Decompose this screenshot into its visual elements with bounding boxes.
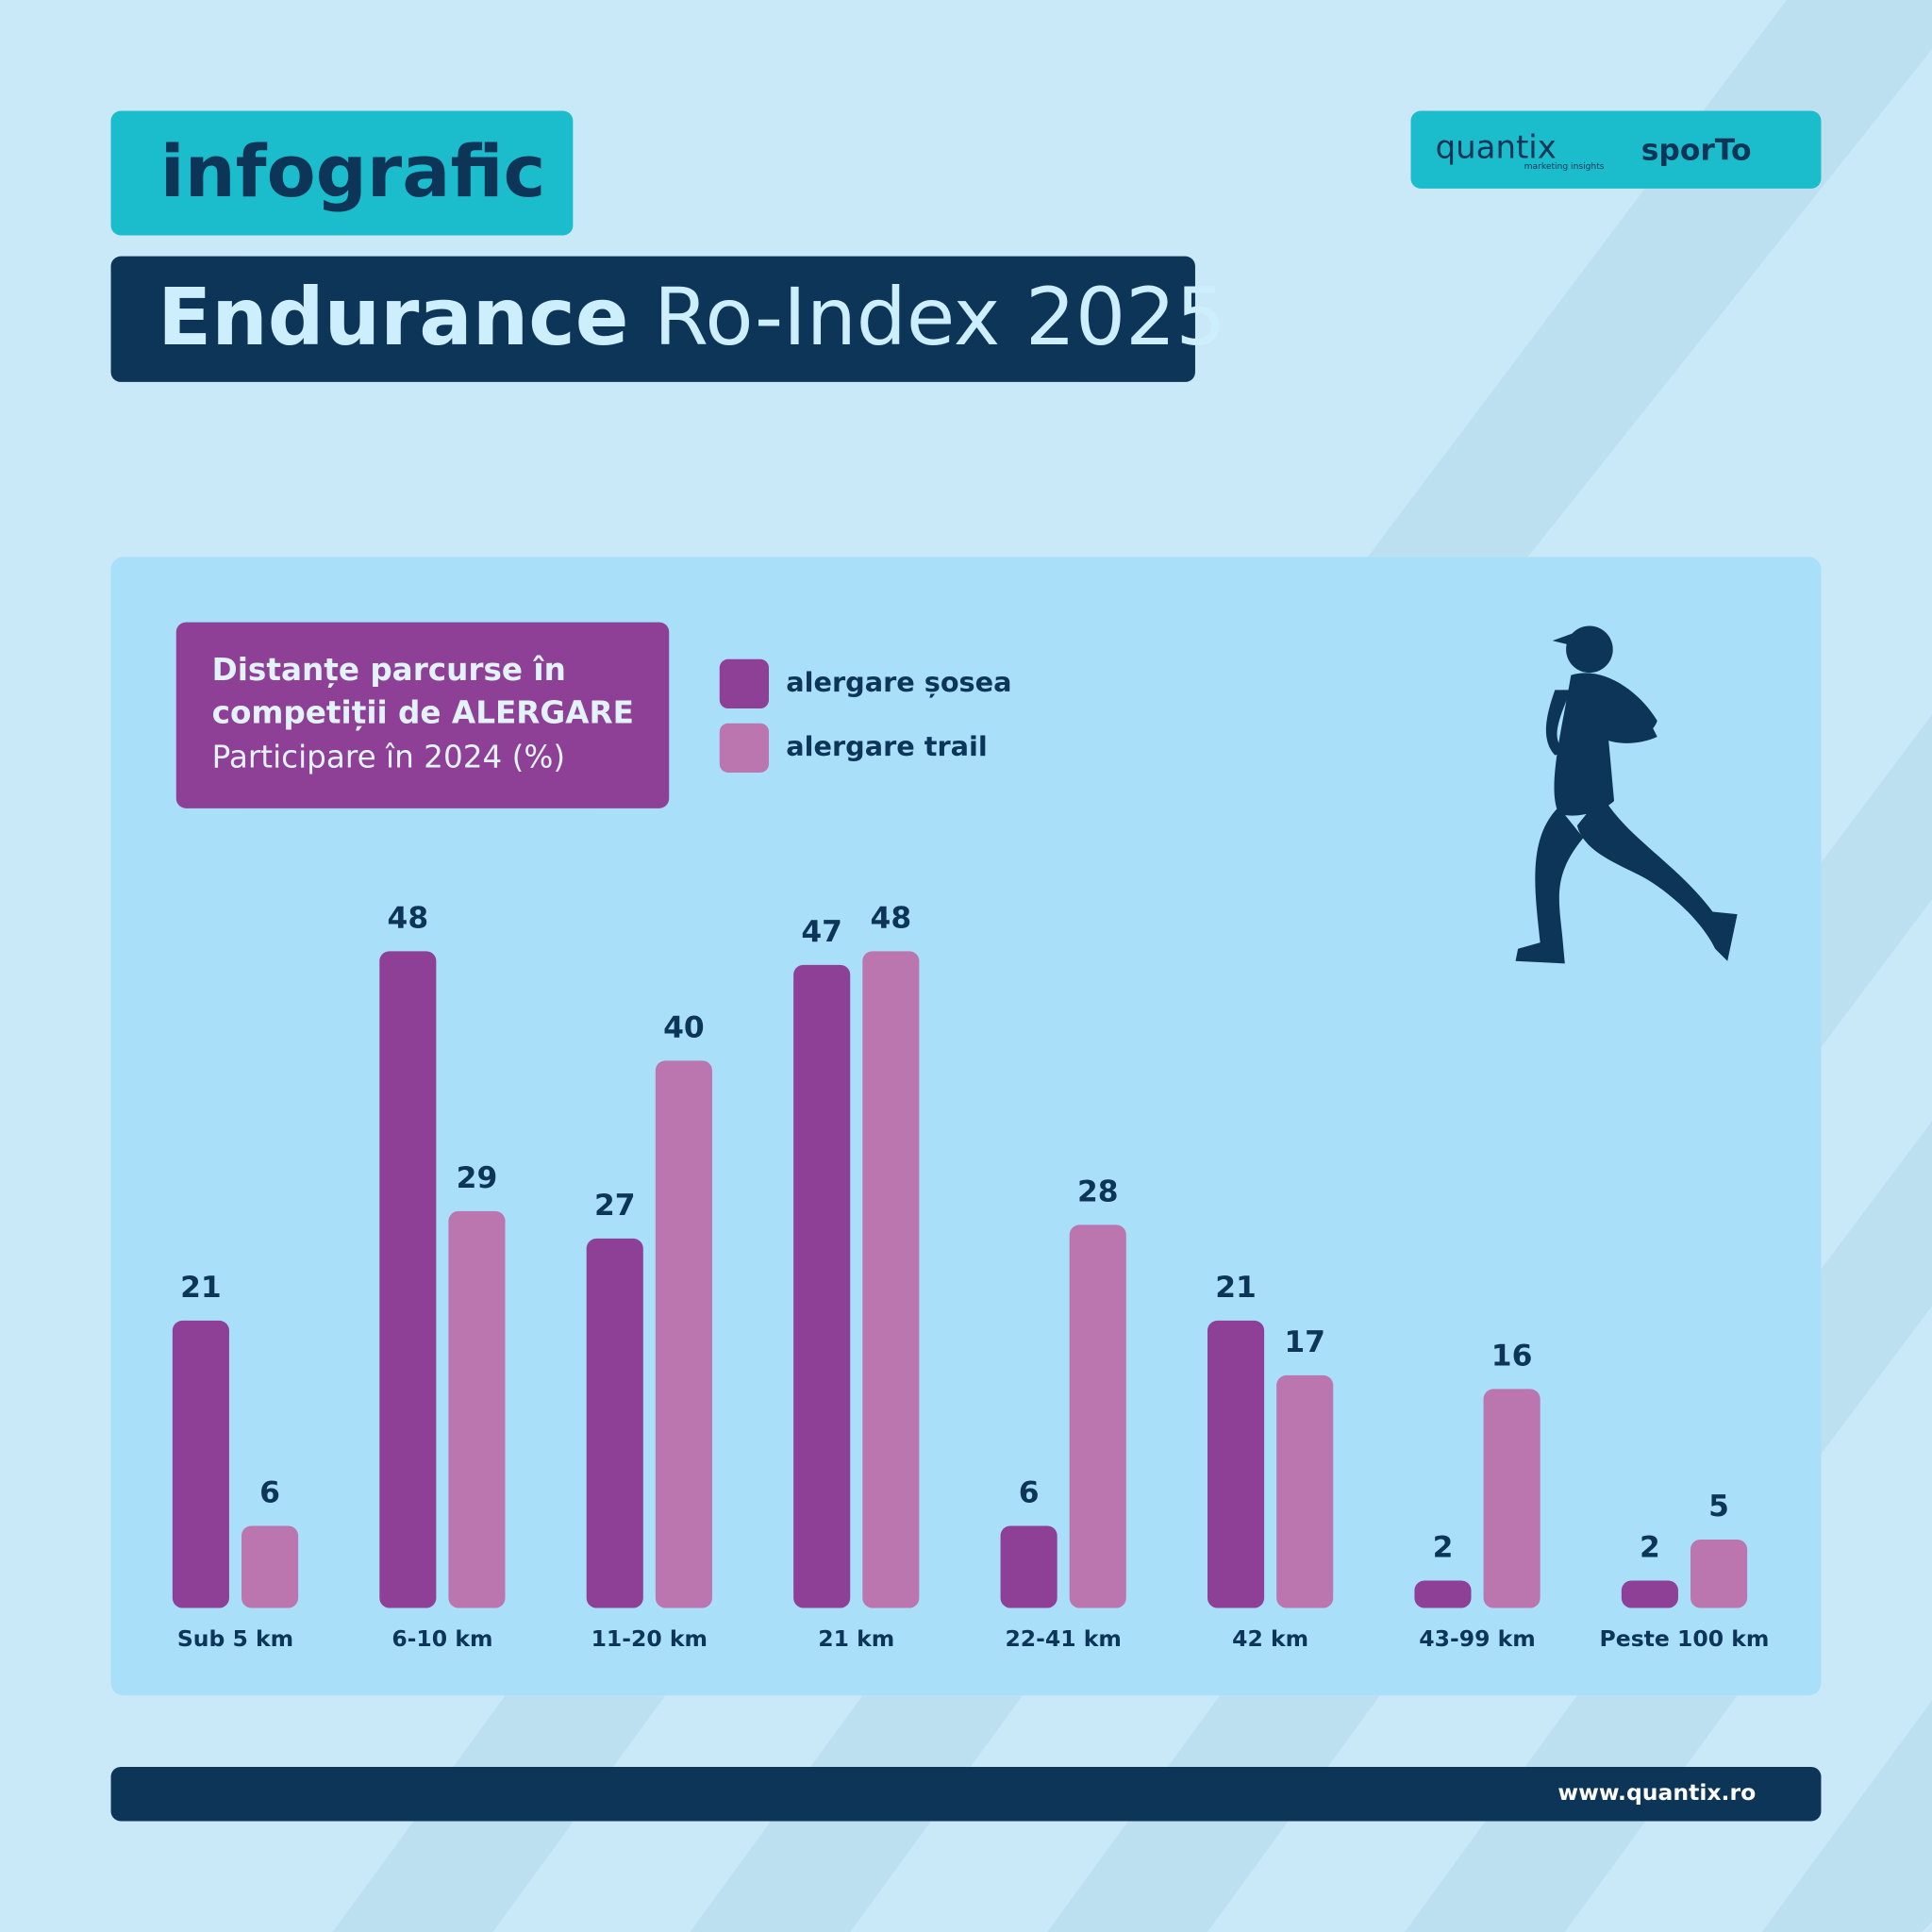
bar [379,951,437,1608]
chart-title-text: Distanțe parcurse în competiții de ALERGA… [212,652,634,731]
x-tick-label: 21 km [818,1625,894,1652]
bar [1483,1389,1541,1608]
bar [242,1525,299,1608]
x-tick-label: Sub 5 km [177,1625,293,1652]
chart-title-line: Distanțe parcurse în [212,652,566,688]
value-label: 2 [1640,1531,1660,1565]
value-label: 2 [1433,1531,1454,1565]
logo-sporto: sporTo [1641,134,1752,168]
legend-label: alergare șosea [786,666,1011,698]
value-label: 17 [1284,1325,1325,1359]
legend-swatch [719,658,770,709]
value-label: 40 [663,1010,705,1044]
title: Endurance Ro-Index 2025 [158,271,1225,363]
value-label: 21 [1215,1271,1257,1305]
value-label: 29 [457,1161,498,1195]
bar [793,964,851,1608]
legend-swatch [719,723,770,773]
title-rest: Ro-Index 2025 [654,271,1226,363]
logo-quantix: quantix [1436,129,1557,167]
x-tick-label: 22-41 km [1005,1625,1121,1652]
legend-label: alergare trail [786,730,987,762]
x-tick-label: Peste 100 km [1600,1625,1770,1652]
chart-title-box [175,622,670,808]
value-label: 6 [1019,1476,1040,1510]
bar [448,1210,506,1608]
bar [1208,1320,1265,1608]
bar [586,1238,643,1608]
bar [655,1060,712,1608]
tag-box [110,110,574,236]
title-bold: Endurance [158,271,628,363]
x-tick-label: 11-20 km [591,1625,708,1652]
value-label: 21 [180,1271,222,1305]
value-label: 16 [1491,1339,1533,1373]
value-label: 28 [1077,1174,1119,1208]
value-label: 47 [801,915,842,949]
value-label: 6 [259,1476,280,1510]
runner [1515,625,1738,964]
bar [1276,1374,1334,1608]
logo-box [1410,110,1822,189]
bar [172,1320,229,1608]
x-tick-label: 43-99 km [1419,1625,1535,1652]
bar [1414,1580,1472,1608]
tag: infografic [160,130,546,213]
value-label: 48 [388,901,429,935]
bar [1621,1580,1678,1608]
x-tick-label: 6-10 km [391,1625,492,1652]
footer-url: www.quantix.ro [1557,1779,1756,1806]
chart-title-line: competiții de ALERGARE [212,695,634,731]
bar [1690,1539,1748,1608]
value-label: 48 [871,901,912,935]
value-label: 27 [594,1189,636,1223]
bar [1000,1525,1058,1608]
bar [862,951,920,1608]
chart-panel [110,557,1822,1696]
chart-subtitle: Participare în 2024 (%) [212,740,565,775]
title-box [110,256,1195,382]
bar [1069,1224,1126,1608]
footer-bar [110,1766,1822,1822]
x-tick-label: 42 km [1232,1625,1308,1652]
value-label: 5 [1708,1490,1729,1524]
chart-title: Distanțe parcurse în competiții de ALERGA… [212,652,634,731]
logo-quantix-sub: marketing insights [1524,162,1605,172]
